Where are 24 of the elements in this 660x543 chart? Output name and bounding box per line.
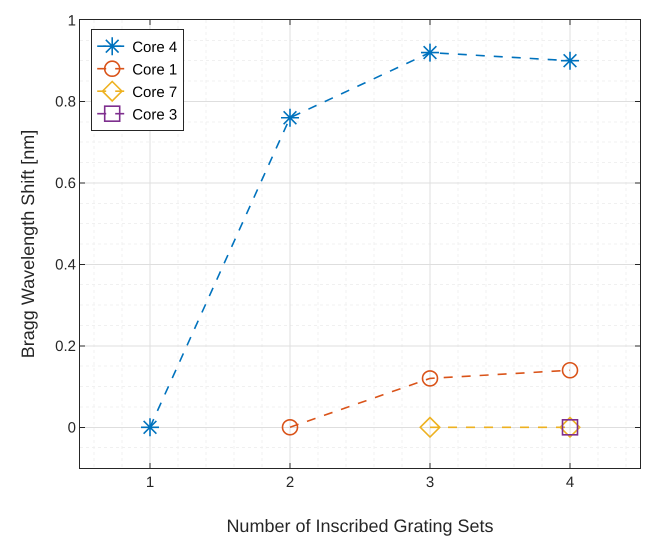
point: [422, 370, 438, 387]
point: [419, 416, 441, 438]
x-tick-label: 2: [286, 474, 294, 491]
point: [280, 108, 300, 128]
y-tick-label: 0.8: [55, 94, 76, 111]
x-tick-label: 4: [566, 474, 574, 491]
y-tick-label: 0: [68, 420, 76, 437]
y-tick-label: 0.6: [55, 175, 76, 192]
y-tick-label: 0.2: [55, 338, 76, 356]
point: [420, 42, 440, 62]
point: [562, 362, 578, 379]
point: [140, 417, 160, 438]
legend-label: Core 4: [132, 39, 178, 56]
x-tick-label: 1: [146, 474, 154, 491]
legend-label: Core 3: [132, 106, 178, 124]
x-axis-title: Number of Inscribed Grating Sets: [226, 516, 494, 536]
legend-label: Core 7: [132, 84, 178, 102]
x-tick-label: 3: [426, 474, 434, 491]
y-tick-label: 1: [68, 12, 76, 30]
y-tick-label: 0.4: [55, 256, 76, 274]
legend-label: Core 1: [132, 62, 178, 79]
y-axis-title: Bragg Wavelength Shift [nm]: [18, 130, 38, 358]
point: [560, 50, 580, 71]
point: [282, 418, 298, 436]
